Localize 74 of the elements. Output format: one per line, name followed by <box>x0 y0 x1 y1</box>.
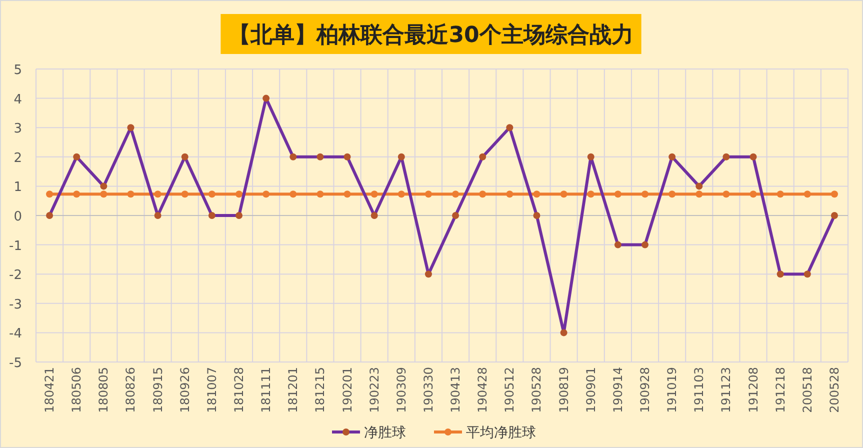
x-tick-label: 190309 <box>394 367 408 413</box>
point <box>614 190 622 198</box>
x-tick-label: 190901 <box>584 367 598 413</box>
point <box>424 190 432 198</box>
y-tick-label: 2 <box>14 150 22 166</box>
point <box>344 190 351 198</box>
y-tick-label: -5 <box>9 356 22 371</box>
point <box>479 190 486 198</box>
x-tick-label: 200528 <box>827 367 842 413</box>
x-tick-label: 191218 <box>773 367 788 413</box>
x-tick-label: 181028 <box>232 367 246 413</box>
x-tick-label: 181201 <box>286 367 300 413</box>
point <box>722 190 730 198</box>
x-tick-label: 181007 <box>204 367 219 413</box>
x-tick-label: 190413 <box>448 367 463 413</box>
point <box>316 190 324 198</box>
point <box>830 190 838 198</box>
point <box>73 190 80 198</box>
x-tick-label: 190928 <box>638 367 652 413</box>
x-tick-label: 181111 <box>259 367 274 413</box>
x-tick-label: 180915 <box>150 367 165 413</box>
point <box>776 190 784 198</box>
x-tick-label: 190914 <box>610 367 625 413</box>
x-tick-label: 180805 <box>96 367 111 413</box>
point <box>208 190 216 198</box>
x-tick-label: 190528 <box>530 367 544 413</box>
x-tick-label: 191019 <box>665 367 680 413</box>
x-tick-label: 190819 <box>556 367 571 413</box>
x-tick-label: 190512 <box>502 367 517 413</box>
point <box>370 190 378 198</box>
point <box>236 190 242 198</box>
point <box>100 190 108 198</box>
point <box>696 190 703 198</box>
chart-title: 【北单】柏林联合最近30个主场综合战力 <box>228 22 634 48</box>
point <box>804 190 811 198</box>
x-tick-label: 180926 <box>178 367 192 413</box>
point <box>533 190 540 198</box>
x-tick-label: 191123 <box>719 367 734 413</box>
x-tick-label: 180506 <box>70 367 84 413</box>
x-tick-label: 191103 <box>692 367 706 413</box>
point <box>262 190 270 198</box>
point <box>668 190 676 198</box>
point <box>587 190 594 198</box>
point <box>452 190 460 198</box>
x-tick-label: 190201 <box>340 367 354 413</box>
y-tick-label: -2 <box>9 268 22 284</box>
y-tick-label: 4 <box>14 92 22 108</box>
x-tick-label: 180826 <box>124 367 138 413</box>
y-tick-label: 3 <box>14 122 22 137</box>
y-tick-label: -3 <box>9 297 22 312</box>
point <box>506 190 514 198</box>
x-tick-label: 190223 <box>367 367 382 413</box>
legend-label: 净胜球 <box>364 425 406 441</box>
point <box>46 190 54 198</box>
y-tick-label: 0 <box>14 210 22 224</box>
y-tick-label: 5 <box>14 63 22 78</box>
point <box>290 190 297 198</box>
point <box>642 190 648 198</box>
legend-label: 平均净胜球 <box>466 425 536 441</box>
point <box>181 190 188 198</box>
point <box>154 190 162 198</box>
y-tick-label: -4 <box>9 326 22 342</box>
x-tick-label: 181215 <box>313 367 328 413</box>
x-tick-label: 191208 <box>746 367 760 413</box>
point <box>398 190 405 198</box>
point <box>127 190 134 198</box>
y-tick-label: -1 <box>9 238 22 254</box>
x-tick-label: 180421 <box>42 367 57 413</box>
x-tick-label: 190330 <box>421 367 436 413</box>
point <box>750 190 757 198</box>
x-tick-label: 200518 <box>800 367 814 413</box>
x-tick-label: 190428 <box>476 367 490 413</box>
point <box>560 190 568 198</box>
y-tick-label: 1 <box>14 180 22 196</box>
